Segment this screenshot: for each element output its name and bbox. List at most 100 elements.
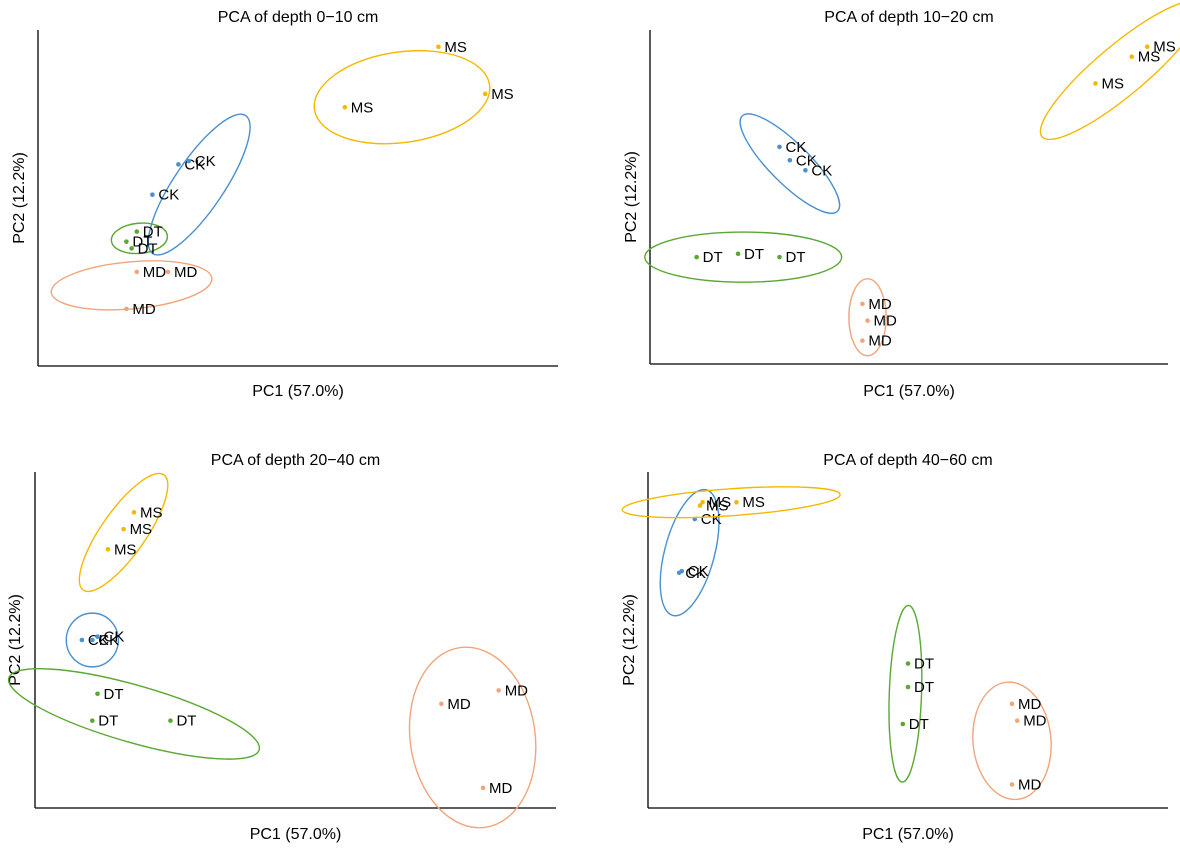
- confidence-ellipse-ck: [739, 113, 841, 214]
- data-point-ck: [787, 157, 793, 163]
- point-label: MS: [351, 99, 374, 116]
- data-point-ms: [700, 499, 705, 505]
- point-label: DT: [703, 249, 723, 266]
- x-axis-label: PC1 (57.0%): [252, 383, 344, 400]
- data-point-md: [439, 701, 444, 707]
- y-axis-label: PC2 (12.2%): [11, 152, 28, 244]
- data-point-ms: [697, 503, 703, 508]
- series-dt: DT DT DT: [644, 231, 843, 283]
- data-point-md: [165, 269, 171, 275]
- point-label: MD: [174, 264, 197, 281]
- data-point-dt: [905, 684, 911, 690]
- pca-panel-1: PCA of depth 0−10 cm PC1 (57.0%) PC2 (12.2…: [11, 9, 558, 400]
- point-label: MS: [742, 494, 765, 511]
- data-point-ms: [1129, 54, 1135, 60]
- point-label: DT: [98, 713, 118, 730]
- data-point-dt: [168, 718, 173, 723]
- series-md: MD MD MD: [50, 260, 213, 318]
- data-point-dt: [777, 254, 782, 260]
- data-point-ms: [342, 104, 348, 110]
- confidence-ellipse-md: [408, 646, 537, 829]
- confidence-ellipse-dt: [888, 604, 923, 783]
- point-label: CK: [786, 139, 807, 156]
- point-label: MD: [143, 264, 166, 281]
- point-label: DT: [143, 224, 163, 241]
- data-point-md: [860, 338, 865, 343]
- y-axis-label: PC2 (12.2%): [621, 594, 638, 686]
- panel-title: PCA of depth 40−60 cm: [823, 452, 992, 469]
- y-axis-label: PC2 (12.2%): [623, 151, 640, 243]
- data-point-md: [134, 269, 140, 275]
- confidence-ellipse-ck: [65, 612, 120, 668]
- confidence-ellipse-md: [50, 260, 213, 311]
- confidence-ellipse-ck: [659, 488, 720, 617]
- data-point-md: [860, 301, 865, 307]
- point-label: DT: [132, 234, 152, 251]
- confidence-ellipse-dt: [110, 222, 169, 255]
- data-point-ms: [1093, 81, 1098, 86]
- series-dt: DT DT DT: [7, 668, 261, 760]
- point-label: CK: [685, 565, 706, 582]
- data-point-ck: [777, 144, 782, 150]
- x-axis-label: PC1 (57.0%): [862, 826, 954, 843]
- point-label: CK: [104, 629, 125, 646]
- point-label: DT: [744, 246, 764, 263]
- point-label: CK: [98, 632, 119, 649]
- data-point-ck: [150, 192, 155, 197]
- point-label: MD: [447, 696, 470, 713]
- data-point-md: [1014, 718, 1020, 723]
- point-label: MS: [130, 521, 153, 538]
- data-point-dt: [735, 251, 741, 257]
- data-point-md: [1009, 701, 1015, 707]
- point-label: MD: [505, 682, 528, 699]
- point-label: MD: [1018, 696, 1041, 713]
- panel-title: PCA of depth 20−40 cm: [211, 452, 380, 469]
- data-point-ck: [95, 634, 100, 639]
- confidence-ellipse-dt: [7, 668, 261, 760]
- point-label: MS: [444, 39, 467, 56]
- point-label: MS: [1138, 49, 1161, 66]
- data-point-dt: [900, 721, 906, 727]
- y-axis-label: PC2 (12.2%): [7, 594, 24, 686]
- point-label: CK: [688, 563, 709, 580]
- data-point-ms: [436, 44, 441, 50]
- data-point-ck: [79, 637, 85, 643]
- point-label: DT: [176, 713, 196, 730]
- point-label: MS: [1101, 75, 1124, 92]
- data-point-dt: [694, 254, 699, 260]
- x-axis-label: PC1 (57.0%): [250, 826, 342, 843]
- data-point-dt: [905, 661, 911, 666]
- point-label: DT: [914, 679, 934, 696]
- point-label: MD: [489, 780, 512, 797]
- data-point-ms: [131, 510, 137, 515]
- point-label: MD: [132, 301, 155, 318]
- data-point-dt: [95, 691, 100, 697]
- point-label: CK: [158, 187, 179, 204]
- point-label: DT: [786, 249, 806, 266]
- data-point-md: [865, 318, 870, 323]
- point-label: MD: [868, 333, 891, 350]
- point-label: MS: [114, 541, 137, 558]
- point-label: MD: [1023, 713, 1046, 730]
- point-label: DT: [104, 686, 124, 703]
- point-label: MD: [1018, 776, 1041, 793]
- data-point-dt: [124, 239, 129, 244]
- point-label: CK: [796, 152, 817, 169]
- pca-panel-4: PCA of depth 40−60 cm PC1 (57.0%) PC2 (12.…: [621, 452, 1168, 843]
- series-md: MD MD MD: [408, 646, 537, 829]
- pca-panel-2: PCA of depth 10−20 cm PC1 (57.0%) PC2 (12.…: [623, 0, 1180, 400]
- confidence-ellipse-ms: [313, 49, 491, 145]
- data-point-md: [496, 688, 501, 693]
- x-axis-label: PC1 (57.0%): [863, 383, 955, 400]
- point-label: CK: [701, 511, 722, 528]
- panel-title: PCA of depth 10−20 cm: [824, 9, 993, 26]
- confidence-ellipse-md: [848, 278, 887, 357]
